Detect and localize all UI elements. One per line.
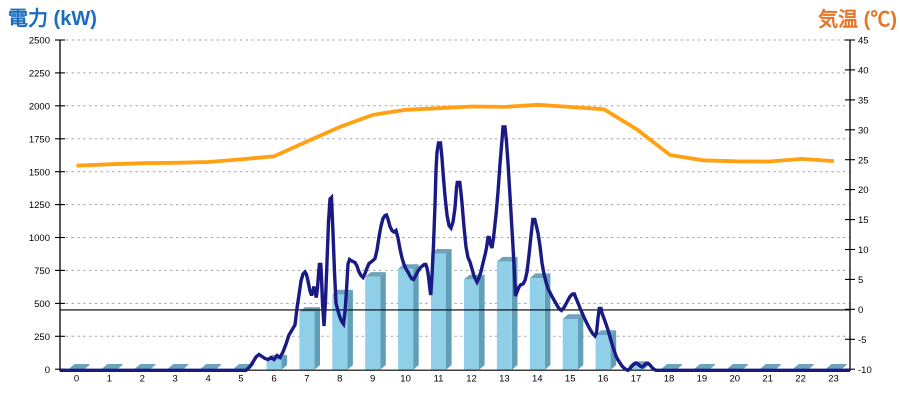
svg-text:5: 5 xyxy=(238,374,243,385)
svg-text:20: 20 xyxy=(858,185,869,196)
svg-text:1750: 1750 xyxy=(29,134,50,145)
svg-text:-5: -5 xyxy=(858,335,866,346)
svg-text:30: 30 xyxy=(858,125,869,136)
svg-text:3: 3 xyxy=(173,374,178,385)
svg-text:20: 20 xyxy=(730,374,741,385)
svg-text:0: 0 xyxy=(74,374,79,385)
svg-text:15: 15 xyxy=(858,215,869,226)
svg-text:21: 21 xyxy=(762,374,773,385)
svg-text:電力 (kW): 電力 (kW) xyxy=(8,7,97,30)
svg-text:5: 5 xyxy=(858,275,863,286)
svg-text:25: 25 xyxy=(858,155,869,166)
svg-text:13: 13 xyxy=(499,374,510,385)
svg-text:10: 10 xyxy=(400,374,411,385)
svg-text:250: 250 xyxy=(34,332,50,343)
svg-text:10: 10 xyxy=(858,245,869,256)
svg-text:2500: 2500 xyxy=(29,36,50,47)
svg-text:2: 2 xyxy=(140,374,145,385)
svg-text:750: 750 xyxy=(34,266,50,277)
svg-text:-10: -10 xyxy=(858,365,872,376)
svg-text:19: 19 xyxy=(697,374,708,385)
svg-text:1250: 1250 xyxy=(29,200,50,211)
svg-text:22: 22 xyxy=(795,374,806,385)
svg-text:35: 35 xyxy=(858,96,869,107)
svg-text:11: 11 xyxy=(434,374,444,385)
svg-text:1500: 1500 xyxy=(29,167,50,178)
svg-text:17: 17 xyxy=(631,374,642,385)
svg-text:7: 7 xyxy=(304,374,309,385)
svg-text:15: 15 xyxy=(565,374,576,385)
svg-text:2250: 2250 xyxy=(29,69,50,80)
svg-text:8: 8 xyxy=(337,374,342,385)
svg-text:14: 14 xyxy=(532,374,543,385)
svg-text:2000: 2000 xyxy=(29,101,50,112)
svg-text:16: 16 xyxy=(598,374,609,385)
svg-text:9: 9 xyxy=(370,374,375,385)
svg-text:4: 4 xyxy=(205,374,210,385)
svg-text:18: 18 xyxy=(664,374,675,385)
svg-text:0: 0 xyxy=(45,365,50,376)
svg-text:6: 6 xyxy=(271,374,276,385)
svg-text:0: 0 xyxy=(858,305,863,316)
svg-text:45: 45 xyxy=(858,36,869,47)
svg-text:1: 1 xyxy=(107,374,112,385)
svg-text:1000: 1000 xyxy=(29,233,50,244)
svg-text:500: 500 xyxy=(34,299,50,310)
svg-text:12: 12 xyxy=(466,374,477,385)
svg-text:23: 23 xyxy=(828,374,839,385)
svg-text:40: 40 xyxy=(858,66,869,77)
svg-text:気温 (℃): 気温 (℃) xyxy=(818,7,897,31)
